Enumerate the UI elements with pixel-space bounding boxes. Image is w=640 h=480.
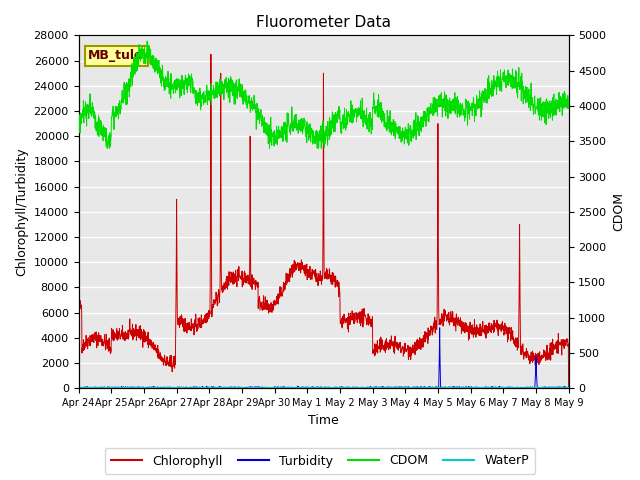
Legend: Chlorophyll, Turbidity, CDOM, WaterP: Chlorophyll, Turbidity, CDOM, WaterP [105,448,535,474]
X-axis label: Time: Time [308,414,339,427]
Y-axis label: CDOM: CDOM [612,192,625,231]
Title: Fluorometer Data: Fluorometer Data [256,15,391,30]
Y-axis label: Chlorophyll/Turbidity: Chlorophyll/Turbidity [15,147,28,276]
Text: MB_tule: MB_tule [88,49,144,62]
